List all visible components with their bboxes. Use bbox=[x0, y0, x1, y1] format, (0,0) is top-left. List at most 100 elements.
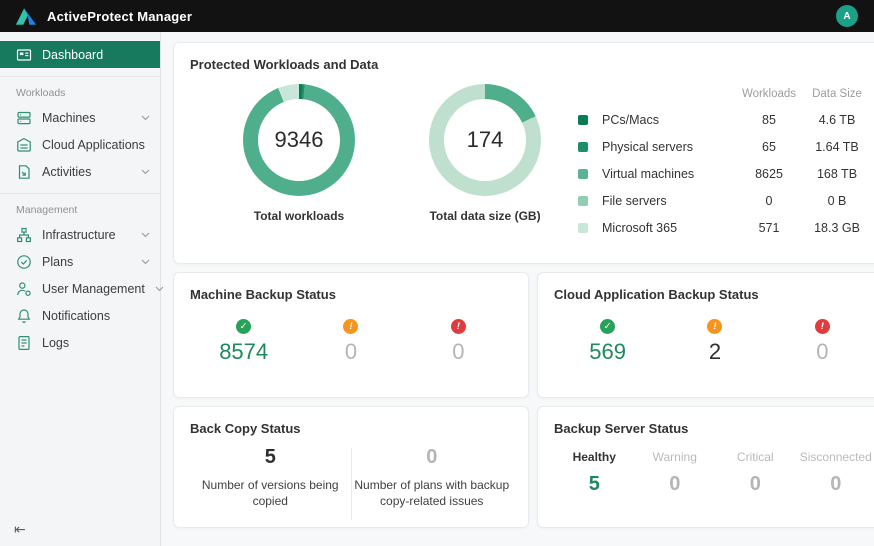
protected-workloads-card: Protected Workloads and Data 9346 Total … bbox=[173, 42, 874, 264]
table-row: Microsoft 365 571 18.3 GB bbox=[578, 214, 874, 241]
collapse-sidebar-button[interactable]: ⇤ bbox=[14, 521, 26, 537]
total-workloads-donut-chart: 9346 bbox=[243, 84, 355, 196]
cloud-success-count: 569 bbox=[589, 339, 627, 364]
legend-swatch bbox=[578, 195, 588, 206]
cloud-applications-icon bbox=[16, 137, 32, 153]
chevron-down-icon bbox=[141, 232, 150, 238]
card-title: Machine Backup Status bbox=[190, 287, 336, 302]
server-status-critical: Critical 0 bbox=[736, 450, 774, 495]
success-icon: ✓ bbox=[236, 319, 252, 334]
legend-swatch bbox=[578, 141, 588, 152]
cloud-status-error: ! 0 bbox=[769, 319, 874, 365]
total-data-size-donut-block: 174 Total data size (GB) bbox=[392, 76, 578, 223]
cloud-error-count: 0 bbox=[816, 339, 829, 364]
sidebar-item-infrastructure[interactable]: Infrastructure bbox=[0, 221, 160, 248]
legend-swatch bbox=[578, 114, 588, 125]
sidebar-item-label: Logs bbox=[42, 335, 70, 350]
sidebar-item-logs[interactable]: Logs bbox=[0, 329, 160, 356]
sidebar-item-cloud-applications[interactable]: Cloud Applications bbox=[0, 131, 160, 158]
sidebar-item-label: Plans bbox=[42, 254, 74, 269]
sidebar-item-label: Machines bbox=[42, 110, 96, 125]
table-row: PCs/Macs 85 4.6 TB bbox=[578, 106, 874, 133]
success-icon: ✓ bbox=[600, 319, 616, 334]
infrastructure-icon bbox=[16, 227, 32, 243]
sidebar-section-workloads: Workloads bbox=[16, 87, 66, 99]
table-row: Physical servers 65 1.64 TB bbox=[578, 133, 874, 160]
error-icon: ! bbox=[814, 319, 830, 334]
workloads-table-header: Workloads Data Size bbox=[578, 84, 874, 104]
workloads-table: Workloads Data Size PCs/Macs 85 4.6 TB P… bbox=[578, 84, 874, 241]
sidebar-divider bbox=[0, 76, 160, 77]
sidebar-item-plans[interactable]: Plans bbox=[0, 248, 160, 275]
column-header-workloads: Workloads bbox=[741, 88, 797, 100]
cloud-status-success: ✓ 569 bbox=[554, 319, 661, 365]
sidebar-item-notifications[interactable]: Notifications bbox=[0, 302, 160, 329]
cloud-application-backup-status-card: Cloud Application Backup Status ✓ 569 ! … bbox=[537, 272, 874, 398]
user-management-icon bbox=[16, 281, 32, 297]
activities-icon bbox=[16, 164, 32, 180]
card-title: Protected Workloads and Data bbox=[190, 57, 379, 72]
server-status-healthy: Healthy 5 bbox=[572, 450, 616, 495]
card-title: Backup Server Status bbox=[554, 421, 689, 436]
sidebar-item-machines[interactable]: Machines bbox=[0, 104, 160, 131]
plans-shield-check-icon bbox=[16, 254, 32, 270]
sidebar-item-activities[interactable]: Activities bbox=[0, 158, 160, 185]
machine-warning-count: 0 bbox=[344, 339, 358, 364]
sidebar-item-dashboard[interactable]: Dashboard bbox=[0, 41, 160, 68]
machine-status-success: ✓ 8574 bbox=[190, 319, 297, 365]
sidebar-item-label: Cloud Applications bbox=[42, 137, 145, 152]
total-data-size-value: 174 bbox=[466, 127, 504, 152]
total-workloads-label: Total workloads bbox=[253, 209, 345, 223]
machine-backup-status-card: Machine Backup Status ✓ 8574 ! 0 ! 0 bbox=[173, 272, 529, 398]
avatar-initial: A bbox=[843, 10, 851, 22]
main-content: Protected Workloads and Data 9346 Total … bbox=[161, 32, 874, 546]
cloud-status-warning: ! 2 bbox=[661, 319, 768, 365]
machine-success-count: 8574 bbox=[219, 339, 269, 364]
column-header-data-size: Data Size bbox=[812, 88, 862, 100]
versions-being-copied-count: 5 bbox=[264, 446, 276, 468]
versions-being-copied: 5 Number of versions being copied bbox=[201, 446, 339, 509]
card-title: Cloud Application Backup Status bbox=[554, 287, 759, 302]
card-title: Back Copy Status bbox=[190, 421, 301, 436]
error-icon: ! bbox=[450, 319, 466, 334]
total-data-size-label: Total data size (GB) bbox=[429, 209, 541, 223]
user-avatar[interactable]: A bbox=[836, 5, 858, 27]
backup-server-status-card: Backup Server Status Healthy 5 Warning 0… bbox=[537, 406, 874, 528]
dashboard-icon bbox=[16, 47, 32, 63]
sidebar-section-management: Management bbox=[16, 204, 78, 216]
legend-swatch bbox=[578, 222, 588, 233]
warning-icon: ! bbox=[343, 319, 359, 334]
plans-with-issues-count: 0 bbox=[426, 446, 438, 468]
app-title: ActiveProtect Manager bbox=[47, 8, 193, 24]
total-workloads-donut-block: 9346 Total workloads bbox=[206, 76, 392, 223]
sidebar-item-label: Activities bbox=[42, 164, 92, 179]
activeprotect-logo-icon bbox=[14, 7, 38, 26]
sidebar-item-label: Notifications bbox=[42, 308, 111, 323]
table-row: File servers 0 0 B bbox=[578, 187, 874, 214]
plans-with-issues: 0 Number of plans with backup copy-relat… bbox=[354, 446, 510, 509]
sidebar-item-label: Infrastructure bbox=[42, 227, 116, 242]
legend-swatch bbox=[578, 168, 588, 179]
cloud-warning-count: 2 bbox=[708, 339, 722, 364]
topbar: ActiveProtect Manager A bbox=[0, 0, 874, 32]
total-workloads-value: 9346 bbox=[274, 127, 324, 152]
total-data-size-donut-chart: 174 bbox=[429, 84, 541, 196]
chevron-down-icon bbox=[141, 259, 150, 265]
notifications-bell-icon bbox=[16, 308, 32, 324]
table-row: Virtual machines 8625 168 TB bbox=[578, 160, 874, 187]
chevron-down-icon bbox=[141, 169, 150, 175]
machine-error-count: 0 bbox=[452, 339, 465, 364]
machine-status-error: ! 0 bbox=[405, 319, 512, 365]
chevron-down-icon bbox=[155, 286, 164, 292]
sidebar: Dashboard Workloads Machines bbox=[0, 32, 164, 546]
back-copy-status-card: Back Copy Status 5 Number of versions be… bbox=[173, 406, 529, 528]
machine-status-warning: ! 0 bbox=[297, 319, 404, 365]
server-status-disconnected: Sisconnected 0 bbox=[799, 450, 872, 495]
sidebar-item-label: Dashboard bbox=[42, 47, 104, 62]
logs-icon bbox=[16, 335, 32, 351]
machines-icon bbox=[16, 110, 32, 126]
chevron-down-icon bbox=[141, 115, 150, 121]
sidebar-item-label: User Management bbox=[42, 281, 145, 296]
sidebar-item-user-management[interactable]: User Management bbox=[0, 275, 164, 302]
server-status-warning: Warning 0 bbox=[652, 450, 697, 495]
